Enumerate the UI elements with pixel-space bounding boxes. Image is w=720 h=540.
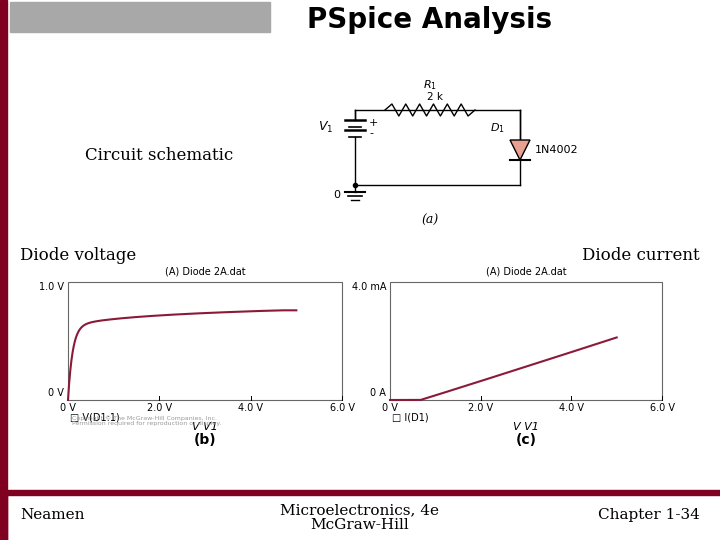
Text: □ I(D1): □ I(D1) (392, 413, 428, 423)
Text: $V_1$: $V_1$ (318, 119, 333, 134)
Bar (390, 282, 662, 400)
Text: 0: 0 (333, 190, 341, 200)
Bar (0, 490, 7, 540)
Bar (0, 490, 720, 495)
Text: 6.0 V: 6.0 V (649, 403, 675, 413)
Text: Chapter 1-34: Chapter 1-34 (598, 508, 700, 522)
Text: V V1: V V1 (513, 422, 539, 432)
Bar (10, 2, 270, 32)
Text: 2.0 V: 2.0 V (147, 403, 172, 413)
Text: (b): (b) (194, 433, 216, 447)
Text: 1N4002: 1N4002 (535, 145, 579, 155)
Text: Diode current: Diode current (582, 246, 700, 264)
Text: McGraw-Hill: McGraw-Hill (310, 518, 410, 532)
Text: 2.0 V: 2.0 V (468, 403, 493, 413)
Text: 0 A: 0 A (370, 388, 386, 398)
Text: V V1: V V1 (192, 422, 218, 432)
Text: □ V(D1:1): □ V(D1:1) (70, 413, 120, 423)
Bar (68, 282, 342, 400)
Text: 1.0 V: 1.0 V (39, 282, 64, 292)
Text: 0 V: 0 V (48, 388, 64, 398)
Text: (c): (c) (516, 433, 536, 447)
Polygon shape (510, 140, 530, 160)
Text: -: - (369, 128, 373, 138)
Text: Neamen: Neamen (20, 508, 84, 522)
Text: 0 V: 0 V (60, 403, 76, 413)
Text: $R_1$: $R_1$ (423, 78, 437, 92)
Text: Microelectronics, 4e: Microelectronics, 4e (281, 503, 439, 517)
Bar (0, 0, 7, 540)
Text: 4.0 V: 4.0 V (238, 403, 264, 413)
Text: (A) Diode 2A.dat: (A) Diode 2A.dat (165, 266, 246, 276)
Text: 6.0 V: 6.0 V (330, 403, 354, 413)
Text: 2 k: 2 k (427, 92, 443, 102)
Text: +: + (369, 118, 379, 128)
Bar (0, 490, 720, 540)
Text: $D_1$: $D_1$ (490, 121, 505, 135)
Text: (a): (a) (421, 213, 438, 226)
Text: 4.0 V: 4.0 V (559, 403, 584, 413)
Text: 0 V: 0 V (382, 403, 398, 413)
Text: 4.0 mA: 4.0 mA (351, 282, 386, 292)
Text: (A) Diode 2A.dat: (A) Diode 2A.dat (486, 266, 567, 276)
Text: Circuit schematic: Circuit schematic (85, 146, 233, 164)
Text: PSpice Analysis: PSpice Analysis (307, 6, 552, 34)
Text: Diode voltage: Diode voltage (20, 246, 136, 264)
Text: Copyright © The McGraw-Hill Companies, Inc.
Permission required for reproduction: Copyright © The McGraw-Hill Companies, I… (72, 415, 221, 427)
